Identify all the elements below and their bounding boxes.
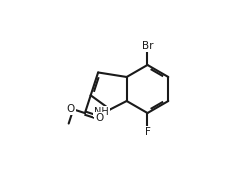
Text: F: F (144, 127, 150, 137)
Text: O: O (95, 113, 103, 123)
Text: NH: NH (94, 107, 109, 117)
Text: O: O (67, 104, 75, 114)
Text: Br: Br (142, 41, 153, 51)
